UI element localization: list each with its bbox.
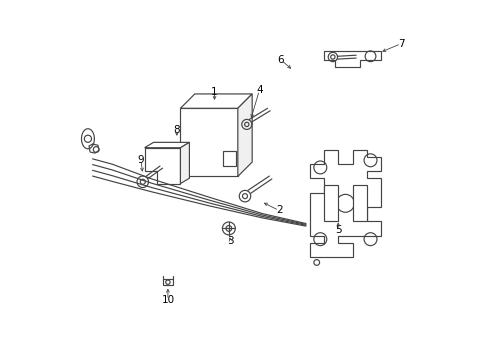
Text: 5: 5: [335, 225, 342, 235]
Bar: [180, 108, 238, 176]
Polygon shape: [324, 51, 381, 67]
Bar: [353, 185, 367, 221]
Text: 7: 7: [398, 39, 404, 49]
Text: 3: 3: [227, 236, 234, 246]
Polygon shape: [145, 142, 190, 148]
Polygon shape: [223, 151, 236, 166]
Polygon shape: [145, 148, 180, 184]
Bar: [324, 185, 338, 221]
Text: 8: 8: [173, 125, 180, 135]
Polygon shape: [310, 149, 381, 257]
Text: 6: 6: [277, 55, 284, 65]
Text: 10: 10: [161, 295, 174, 305]
Text: 2: 2: [276, 206, 282, 216]
Polygon shape: [238, 94, 252, 176]
Polygon shape: [180, 94, 252, 108]
Polygon shape: [180, 142, 190, 184]
Bar: [163, 279, 173, 285]
Text: 9: 9: [138, 155, 145, 165]
Text: 4: 4: [256, 85, 263, 95]
Text: 1: 1: [211, 87, 218, 97]
